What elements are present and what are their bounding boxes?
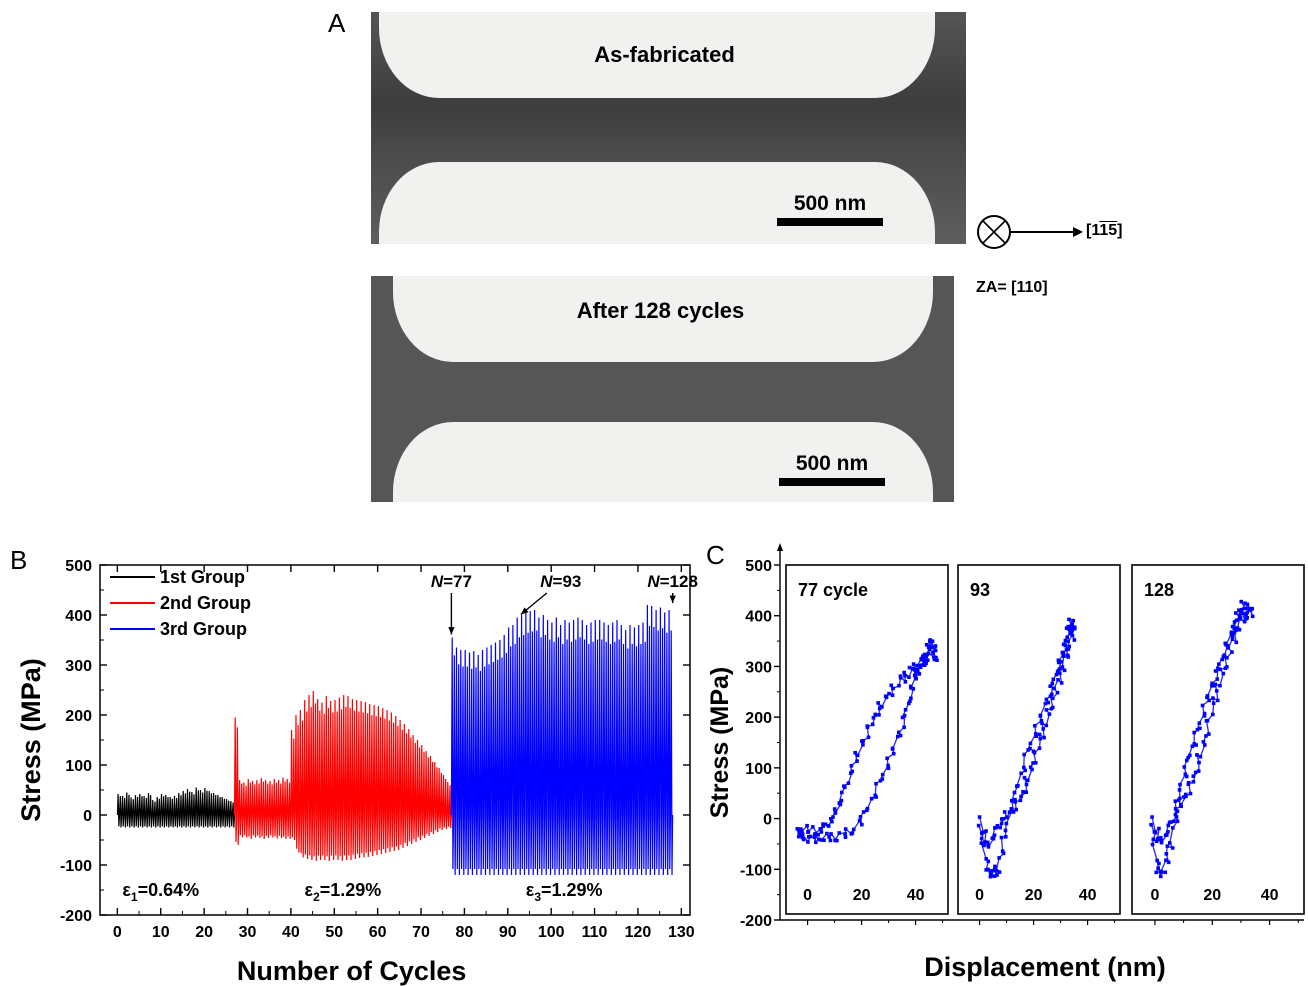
subplot-label: 93 bbox=[970, 580, 990, 600]
scale-bar: 500 nm bbox=[777, 192, 883, 226]
y-tick-label: 300 bbox=[745, 659, 772, 676]
y-tick-label: 300 bbox=[65, 658, 92, 675]
image-caption: As-fabricated bbox=[594, 42, 735, 67]
data-point bbox=[801, 837, 806, 842]
x-tick-label: 0 bbox=[975, 887, 984, 904]
data-point bbox=[1188, 753, 1192, 758]
upper-grip bbox=[393, 276, 933, 362]
legend-entry: 1st Group bbox=[160, 567, 245, 587]
y-axis-label: Stress (MPa) bbox=[16, 658, 46, 822]
subplot-label: 128 bbox=[1144, 580, 1174, 600]
x-tick-label: 80 bbox=[456, 924, 474, 941]
panel-c-letter: C bbox=[706, 540, 725, 570]
x-tick-label: 10 bbox=[152, 924, 170, 941]
x-tick-label: 0 bbox=[803, 887, 812, 904]
y-tick-label: -200 bbox=[740, 913, 772, 930]
y-tick-label: 400 bbox=[65, 608, 92, 625]
subplot-frame bbox=[1131, 564, 1305, 915]
strain-label: ε1=0.64% bbox=[122, 880, 199, 904]
y-tick-label: 200 bbox=[745, 710, 772, 727]
tem-image-as-fabricated: As-fabricated 500 nm bbox=[371, 12, 966, 244]
data-point bbox=[1158, 835, 1163, 840]
strain-label: ε3=1.29% bbox=[526, 880, 603, 904]
subplot-label: 77 cycle bbox=[798, 580, 868, 600]
orientation-indicator bbox=[977, 215, 1083, 249]
x-tick-label: 40 bbox=[282, 924, 300, 941]
y-tick-label: -100 bbox=[740, 862, 772, 879]
legend-entry: 3rd Group bbox=[160, 619, 247, 639]
arrowhead-icon bbox=[520, 607, 529, 615]
x-axis-label: Number of Cycles bbox=[237, 956, 467, 986]
data-point bbox=[1250, 614, 1255, 619]
x-tick-label: 40 bbox=[1079, 887, 1097, 904]
x-tick-label: 0 bbox=[1150, 887, 1159, 904]
subplot-frame bbox=[957, 564, 1121, 915]
y-tick-label: 500 bbox=[745, 558, 772, 575]
series-line-1 bbox=[116, 787, 236, 828]
hysteresis-loop bbox=[796, 638, 938, 844]
x-tick-label: 40 bbox=[907, 887, 925, 904]
y-tick-label: -100 bbox=[60, 858, 92, 875]
annotation-label: N=128 bbox=[647, 572, 698, 591]
y-tick-label: 100 bbox=[65, 758, 92, 775]
annotation-label: N=93 bbox=[540, 572, 581, 591]
y-tick-label: 0 bbox=[83, 808, 92, 825]
data-point bbox=[914, 676, 918, 681]
zone-axis-label: ZA= [110] bbox=[976, 279, 1048, 296]
cyclic-stress-chart: -200 -100 0 100 200 300 400 500 0 10 20 30 40 50 60 70 8… bbox=[16, 558, 698, 986]
x-tick-label: 20 bbox=[1025, 887, 1043, 904]
data-point bbox=[886, 766, 891, 771]
x-tick-label: 120 bbox=[625, 924, 652, 941]
x-tick-label: 20 bbox=[195, 924, 213, 941]
data-point bbox=[976, 823, 981, 828]
scale-label: 500 nm bbox=[793, 192, 867, 215]
data-point bbox=[1176, 798, 1181, 802]
y-axis-arrowhead-icon bbox=[777, 543, 783, 551]
lower-grip bbox=[393, 422, 933, 502]
y-tick-label: 100 bbox=[745, 761, 772, 778]
y-tick-label: -200 bbox=[60, 908, 92, 925]
y-tick-label: 500 bbox=[65, 558, 92, 575]
upper-grip bbox=[379, 12, 935, 98]
scale-bar: 500 nm bbox=[779, 452, 885, 486]
series-line-3 bbox=[450, 604, 674, 876]
y-tick-label: 400 bbox=[745, 609, 772, 626]
arrowhead-icon bbox=[448, 627, 455, 635]
x-tick-label: 110 bbox=[582, 924, 608, 941]
data-point bbox=[1150, 815, 1154, 819]
lower-grip bbox=[379, 162, 935, 244]
data-point bbox=[865, 808, 869, 813]
subplot-frame bbox=[785, 564, 949, 915]
x-tick-label: 130 bbox=[668, 924, 695, 941]
x-tick-label: 30 bbox=[239, 924, 257, 941]
panel-a-letter: A bbox=[328, 8, 346, 38]
x-tick-label: 100 bbox=[538, 924, 565, 941]
x-tick-label: 70 bbox=[412, 924, 430, 941]
strain-label: ε2=1.29% bbox=[305, 880, 382, 904]
hysteresis-loop bbox=[1150, 600, 1254, 877]
panel-b-letter: B bbox=[10, 545, 28, 575]
y-tick-label: 0 bbox=[763, 812, 772, 829]
y-tick-label: 200 bbox=[65, 708, 92, 725]
direction-label: [115] bbox=[1086, 222, 1123, 239]
legend-entry: 2nd Group bbox=[160, 593, 251, 613]
x-axis-label: Displacement (nm) bbox=[924, 952, 1166, 982]
series-line-2 bbox=[233, 690, 452, 862]
annotation-label: N=77 bbox=[431, 572, 472, 591]
image-caption: After 128 cycles bbox=[576, 298, 745, 323]
y-axis-label: Stress (MPa) bbox=[706, 667, 734, 818]
x-tick-label: 20 bbox=[1203, 887, 1221, 904]
data-point bbox=[977, 815, 982, 819]
scale-label: 500 nm bbox=[795, 452, 869, 475]
x-tick-label: 20 bbox=[853, 887, 871, 904]
x-tick-label: 40 bbox=[1261, 887, 1279, 904]
x-tick-label: 50 bbox=[325, 924, 343, 941]
hysteresis-loop bbox=[978, 618, 1077, 878]
arrowhead-icon bbox=[669, 595, 676, 603]
x-tick-label: 60 bbox=[369, 924, 387, 941]
x-tick-label: 0 bbox=[113, 924, 122, 941]
tem-image-after-cycles: After 128 cycles 500 nm bbox=[371, 276, 954, 502]
x-tick-label: 90 bbox=[499, 924, 517, 941]
